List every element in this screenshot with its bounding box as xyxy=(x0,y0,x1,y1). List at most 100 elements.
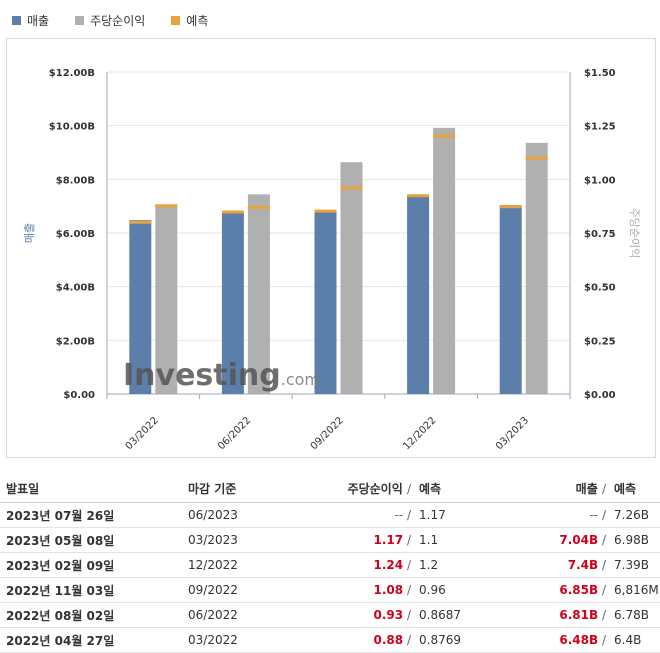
row-revenue-cell: -- / xyxy=(500,508,610,522)
row-eps-slash: / xyxy=(406,558,411,572)
row-revenue-cell: 6.85B / xyxy=(500,583,610,597)
row-eps: 0.88 xyxy=(373,633,404,647)
earnings-chart: $0.00 $0.00 $2.00B $0.25 $4.00B $0.50 $6.00B $0… xyxy=(23,68,641,452)
header-eps-forecast[interactable]: 예측 xyxy=(419,481,442,496)
eps-bar xyxy=(433,127,456,395)
row-revenue: 7.4B xyxy=(567,558,599,572)
row-eps: 1.17 xyxy=(373,533,404,547)
left-tick-label: $8.00B xyxy=(56,175,95,186)
x-tick-label: 06/2022 xyxy=(216,415,253,452)
row-period: 12/2022 xyxy=(188,558,238,572)
legend-label-eps: 주당순이익 xyxy=(90,14,146,28)
right-tick-label: $1.25 xyxy=(584,122,616,133)
investing-watermark: Investing.com xyxy=(123,358,320,393)
row-date: 2022년 08월 02일 xyxy=(6,608,115,623)
eps-forecast-mark xyxy=(155,204,178,208)
revenue-bar xyxy=(314,210,337,394)
row-period: 03/2022 xyxy=(188,633,238,647)
row-eps-forecast: 0.96 xyxy=(419,583,446,597)
row-revenue-slash: / xyxy=(601,508,606,522)
row-revenue: 6.48B xyxy=(559,633,599,647)
revenue-bar xyxy=(129,220,152,394)
table-header: 발표일 마감 기준 주당순이익 / 예측 매출 / 예측 xyxy=(0,474,660,503)
row-eps-slash: / xyxy=(406,533,411,547)
row-date: 2023년 05월 08일 xyxy=(6,533,115,548)
watermark-brand: Investing xyxy=(123,358,281,393)
x-tick-label: 09/2022 xyxy=(309,415,346,452)
legend-label-revenue: 매출 xyxy=(27,14,50,28)
watermark-suffix: .com xyxy=(281,370,320,389)
left-tick-label: $4.00B xyxy=(56,283,95,294)
left-tick-label: $12.00B xyxy=(49,68,95,79)
table-row: 2023년 07월 26일 06/2023 -- / 1.17 -- / 7.26B xyxy=(0,503,660,528)
right-tick-label: $1.00 xyxy=(584,175,616,186)
revenue-forecast-mark xyxy=(314,209,337,213)
earnings-table: 발표일 마감 기준 주당순이익 / 예측 매출 / 예측 2023년 07월 2… xyxy=(0,474,660,653)
header-eps[interactable]: 주당순이익 / xyxy=(290,480,415,497)
chart-legend: 매출 주당순이익 예측 xyxy=(12,12,208,29)
row-date: 2023년 07월 26일 xyxy=(6,508,115,523)
right-tick-label: $0.50 xyxy=(584,283,616,294)
x-tick-label: 03/2022 xyxy=(124,415,161,452)
legend-swatch-forecast xyxy=(171,16,181,25)
row-eps-cell: 1.08 / xyxy=(290,583,415,597)
table-body: 2023년 07월 26일 06/2023 -- /1.17 -- /7.26B 202… xyxy=(0,503,660,653)
row-period: 06/2022 xyxy=(188,608,238,622)
row-revenue-forecast: 6.98B xyxy=(614,533,649,547)
eps-forecast-mark xyxy=(525,156,548,160)
row-period: 06/2023 xyxy=(188,508,238,522)
row-revenue: 7.04B xyxy=(559,533,599,547)
row-revenue: 6.85B xyxy=(559,583,599,597)
revenue-bar xyxy=(407,195,430,394)
row-eps-cell: -- / xyxy=(290,508,415,522)
header-revenue-label: 매출 xyxy=(575,481,598,496)
row-eps-cell: 0.93 / xyxy=(290,608,415,622)
x-tick-label: 03/2023 xyxy=(494,415,531,452)
row-eps-forecast: 0.8687 xyxy=(419,608,461,622)
row-period: 03/2023 xyxy=(188,533,238,547)
row-eps-forecast: 1.2 xyxy=(419,558,439,572)
eps-bar xyxy=(340,162,363,394)
left-tick-label: $0.00 xyxy=(63,390,95,401)
revenue-bar xyxy=(499,205,522,394)
left-tick-label: $10.00B xyxy=(49,122,95,133)
header-revenue-forecast[interactable]: 예측 xyxy=(614,481,637,496)
row-eps: 1.24 xyxy=(373,558,404,572)
revenue-forecast-mark xyxy=(221,210,244,214)
eps-forecast-mark xyxy=(340,186,363,190)
left-axis-title: 매출 xyxy=(23,223,36,243)
row-revenue-forecast: 7.26B xyxy=(614,508,649,522)
header-revenue[interactable]: 매출 / xyxy=(500,480,610,497)
row-revenue-forecast: 7.39B xyxy=(614,558,649,572)
revenue-forecast-mark xyxy=(129,220,152,224)
header-period[interactable]: 마감 기준 xyxy=(188,481,237,496)
right-axis-title: 주당순이익 xyxy=(628,208,641,259)
legend-label-forecast: 예측 xyxy=(186,14,209,28)
row-eps-cell: 1.17 / xyxy=(290,533,415,547)
right-tick-label: $0.75 xyxy=(584,229,616,240)
eps-bar xyxy=(155,205,178,394)
row-eps-slash: / xyxy=(406,508,411,522)
row-revenue-slash: / xyxy=(601,583,606,597)
legend-item-revenue[interactable]: 매출 xyxy=(12,12,49,29)
row-date: 2022년 04월 27일 xyxy=(6,633,115,648)
header-date[interactable]: 발표일 xyxy=(6,481,40,496)
revenue-forecast-mark xyxy=(499,205,522,209)
row-date: 2022년 11월 03일 xyxy=(6,583,115,598)
table-row: 2022년 11월 03일 09/2022 1.08 / 0.96 6.85B / 6,8… xyxy=(0,578,660,603)
legend-item-eps[interactable]: 주당순이익 xyxy=(75,12,145,29)
right-tick-label: $0.25 xyxy=(584,336,616,347)
row-revenue-forecast: 6.78B xyxy=(614,608,649,622)
row-revenue-cell: 7.4B / xyxy=(500,558,610,572)
eps-forecast-mark xyxy=(433,134,456,138)
row-revenue: -- xyxy=(589,508,599,522)
header-eps-slash: / xyxy=(406,481,411,496)
legend-item-forecast[interactable]: 예측 xyxy=(171,12,208,29)
table-row: 2023년 05월 08일 03/2023 1.17 / 1.1 7.04B / 6.98… xyxy=(0,528,660,553)
row-revenue-slash: / xyxy=(601,533,606,547)
row-revenue-slash: / xyxy=(601,558,606,572)
row-revenue-slash: / xyxy=(601,608,606,622)
row-revenue: 6.81B xyxy=(559,608,599,622)
eps-bar xyxy=(525,142,548,394)
row-date: 2023년 02월 09일 xyxy=(6,558,115,573)
